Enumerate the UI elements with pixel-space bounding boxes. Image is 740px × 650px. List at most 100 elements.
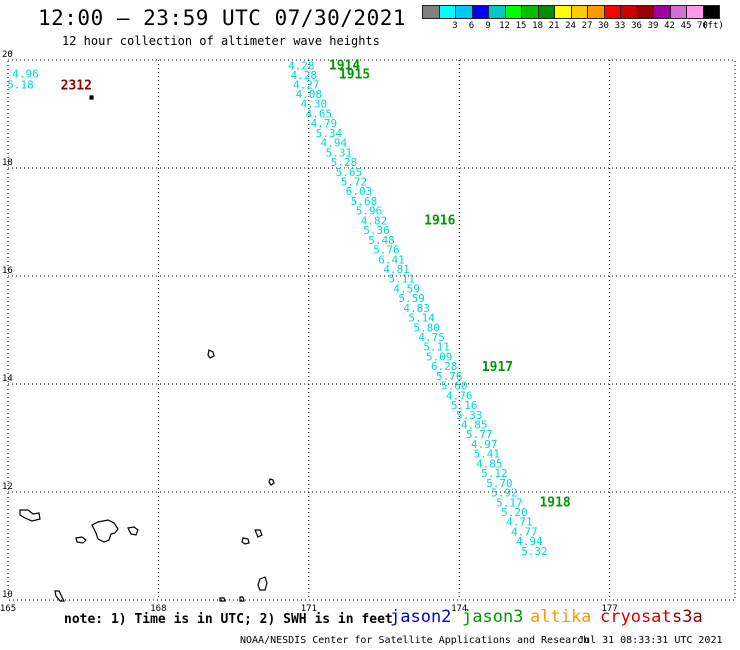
island-outline bbox=[239, 596, 245, 602]
island-outline bbox=[89, 95, 94, 100]
colorbar-tick-label: 24 bbox=[565, 21, 576, 31]
island-outlines bbox=[19, 95, 275, 602]
colorbar-tick-label: 27 bbox=[581, 21, 593, 31]
x-tick-label: 177 bbox=[602, 604, 618, 614]
colorbar-tick-label: 21 bbox=[548, 21, 560, 31]
colorbar-tick-label: 39 bbox=[647, 21, 659, 31]
y-tick-label: 18 bbox=[2, 158, 13, 168]
swh-value-label: 4.96 bbox=[12, 68, 39, 81]
swh-value-label: 4.28 bbox=[288, 59, 315, 72]
swh-value-label: 4.71 bbox=[506, 516, 533, 529]
swh-value-label: 5.76 bbox=[436, 370, 463, 383]
island-outline bbox=[19, 509, 41, 522]
map-grid: 165 168 171 174 177 20 18 16 14 12 10 bbox=[0, 50, 736, 614]
swh-value-label: 5.72 bbox=[341, 176, 368, 189]
swh-value-label: 5.76 bbox=[373, 244, 400, 257]
swh-value-label: 4.85 bbox=[461, 419, 488, 432]
swh-value-label: 4.79 bbox=[311, 117, 338, 130]
swh-value-label: 5.92 bbox=[491, 487, 518, 500]
island-outline bbox=[91, 519, 119, 543]
swh-value-label: 5.80 bbox=[413, 321, 440, 334]
swh-value-label: 5.48 bbox=[368, 234, 395, 247]
swh-value-label: 5.34 bbox=[316, 127, 343, 140]
y-tick-label: 14 bbox=[2, 374, 13, 384]
swh-value-label: 5.12 bbox=[481, 467, 508, 480]
swh-value-label: 5.18 bbox=[7, 78, 34, 91]
swh-value-label: 5.17 bbox=[496, 496, 523, 509]
colorbar-tick-label: 9 bbox=[485, 21, 491, 31]
swh-value-label: 4.76 bbox=[446, 389, 473, 402]
map-frame bbox=[7, 59, 736, 601]
island-outline bbox=[219, 597, 226, 602]
swh-value-label: 4.59 bbox=[393, 282, 420, 295]
island-outline bbox=[127, 526, 139, 536]
colorbar-swatch bbox=[702, 5, 720, 19]
swh-value-label: 5.11 bbox=[388, 273, 415, 286]
satellite-legend-jason3: jason3 bbox=[462, 607, 524, 627]
colorbar-tick-label: 42 bbox=[664, 21, 675, 31]
x-tick-label: 174 bbox=[451, 604, 467, 614]
colorbar-tick-label: 30 bbox=[598, 21, 609, 31]
pass-time-label: 1914 bbox=[329, 58, 360, 73]
swh-value-label: 5.96 bbox=[356, 205, 383, 218]
x-tick-label: 165 bbox=[0, 604, 16, 614]
swh-value-label: 6.28 bbox=[431, 360, 458, 373]
colorbar-unit-label: (ft) bbox=[702, 21, 724, 31]
island-outline bbox=[207, 349, 215, 359]
swh-value-label: 5.20 bbox=[501, 506, 528, 519]
swh-value-label: 6.03 bbox=[346, 185, 373, 198]
swh-value-label: 4.27 bbox=[293, 78, 320, 91]
y-tick-label: 20 bbox=[2, 50, 13, 60]
swh-value-label: 4.28 bbox=[291, 69, 318, 82]
swh-value-label: 5.14 bbox=[408, 312, 435, 325]
colorbar-tick-label: 36 bbox=[631, 21, 642, 31]
x-tick-label: 171 bbox=[301, 604, 317, 614]
altimeter-tracks: 4.284.284.274.084.304.654.795.344.945.31… bbox=[7, 58, 571, 558]
pass-time-label: 1916 bbox=[424, 213, 455, 228]
swh-value-label: 6.41 bbox=[378, 253, 405, 266]
map-title: 12:00 – 23:59 UTC 07/30/2021 bbox=[38, 6, 407, 30]
swh-value-label: 5.68 bbox=[351, 195, 378, 208]
x-tick-label: 168 bbox=[150, 604, 166, 614]
pass-time-label: 1915 bbox=[339, 68, 370, 83]
island-outline bbox=[254, 529, 263, 538]
swh-value-label: 5.11 bbox=[423, 341, 450, 354]
swh-value-label: 5.60 bbox=[441, 380, 468, 393]
y-tick-label: 10 bbox=[2, 590, 13, 600]
swh-value-label: 4.77 bbox=[511, 525, 538, 538]
satellite-legend-jason2: jason2 bbox=[390, 607, 452, 627]
swh-value-label: 4.75 bbox=[418, 331, 445, 344]
swh-value-label: 5.65 bbox=[336, 166, 363, 179]
swh-value-label: 5.16 bbox=[451, 399, 478, 412]
pass-time-label: 1917 bbox=[482, 360, 513, 375]
y-tick-label: 16 bbox=[2, 266, 13, 276]
map-subtitle: 12 hour collection of altimeter wave hei… bbox=[62, 34, 380, 48]
pass-time-label: 1918 bbox=[539, 496, 570, 511]
colorbar-tick-label: 45 bbox=[680, 21, 692, 31]
swh-value-label: 5.31 bbox=[326, 146, 353, 159]
swh-value-label: 5.09 bbox=[426, 350, 453, 363]
colorbar-tick-label: 18 bbox=[532, 21, 543, 31]
colorbar-labels: 3 6 9 12 15 18 21 24 27 30 33 36 39 42 45 70 (ft) bbox=[422, 21, 740, 33]
y-tick-label: 12 bbox=[2, 482, 13, 492]
swh-value-label: 4.65 bbox=[306, 107, 333, 120]
island-outline bbox=[54, 590, 65, 602]
swh-value-label: 5.77 bbox=[466, 428, 493, 441]
footer-note: note: 1) Time is in UTC; 2) SWH is in fe… bbox=[64, 612, 393, 627]
wave-height-colorbar bbox=[422, 5, 720, 19]
swh-value-label: 5.32 bbox=[521, 545, 548, 558]
swh-value-label: 4.82 bbox=[361, 214, 388, 227]
island-outline bbox=[75, 536, 87, 544]
satellite-legend-s3a: s3a bbox=[672, 607, 703, 627]
satellite-legend-altika: altika bbox=[530, 607, 592, 627]
swh-value-label: 4.94 bbox=[321, 137, 348, 150]
colorbar-tick-label: 6 bbox=[468, 21, 475, 31]
swh-value-label: 5.36 bbox=[363, 224, 390, 237]
swh-value-label: 5.28 bbox=[331, 156, 358, 169]
swh-value-label: 5.59 bbox=[398, 292, 425, 305]
colorbar-tick-label: 33 bbox=[614, 21, 626, 31]
footer-credit: NOAA/NESDIS Center for Satellite Applica… bbox=[240, 635, 590, 646]
swh-value-label: 4.94 bbox=[516, 535, 543, 548]
pass-time-label: 2312 bbox=[61, 78, 92, 93]
